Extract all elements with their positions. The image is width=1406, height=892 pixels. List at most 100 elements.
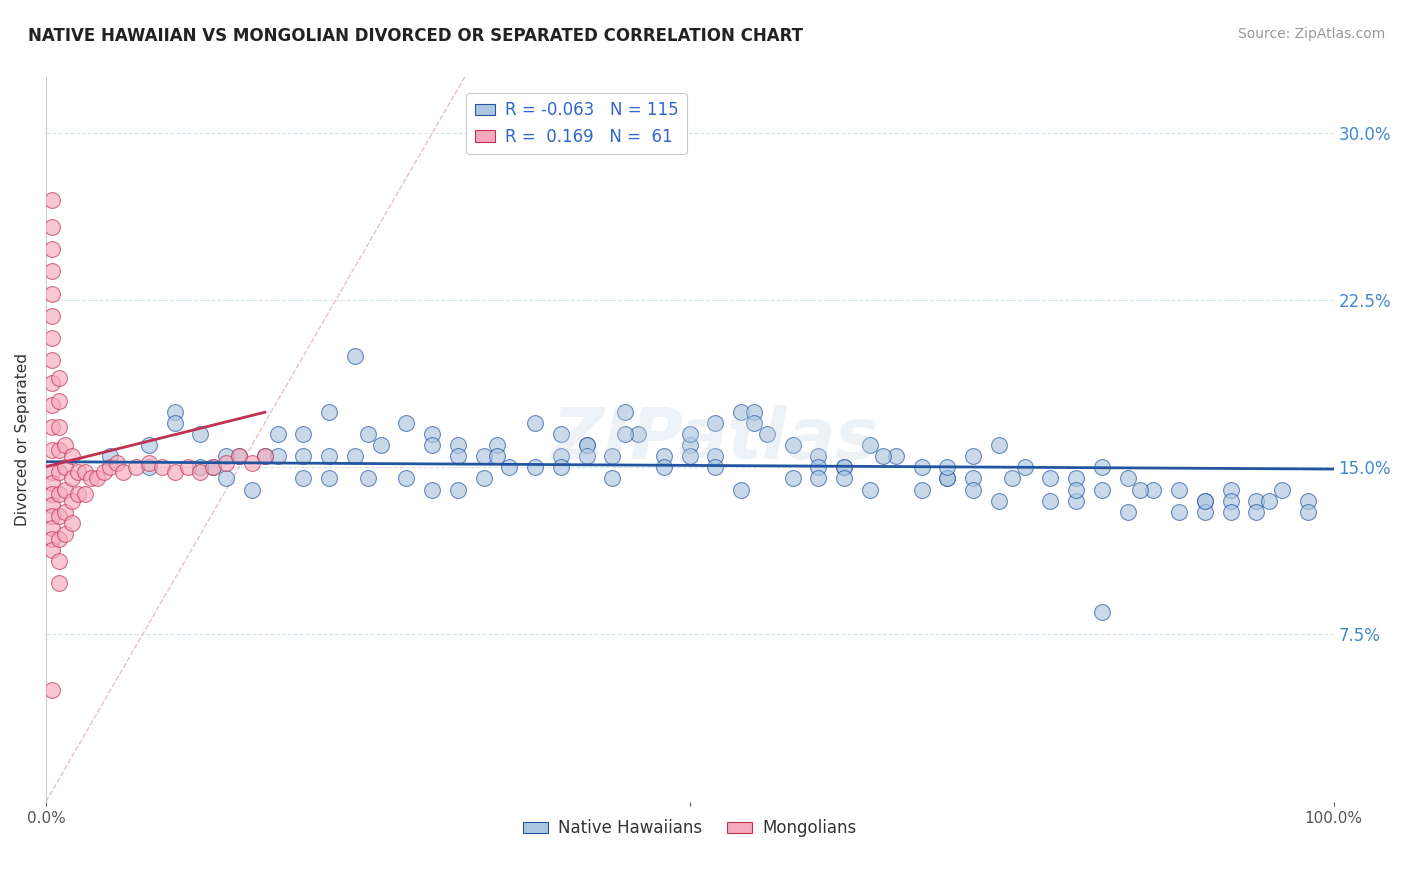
Point	[807, 449, 830, 463]
Point	[292, 426, 315, 441]
Point	[41, 331, 63, 345]
Point	[679, 438, 702, 452]
Point	[53, 505, 76, 519]
Point	[53, 527, 76, 541]
Point	[730, 404, 752, 418]
Point	[1014, 460, 1036, 475]
Point	[1168, 505, 1191, 519]
Point	[267, 449, 290, 463]
Point	[73, 487, 96, 501]
Text: Source: ZipAtlas.com: Source: ZipAtlas.com	[1237, 27, 1385, 41]
Point	[962, 483, 984, 497]
Point	[652, 460, 675, 475]
Point	[357, 426, 380, 441]
Point	[1129, 483, 1152, 497]
Point	[472, 471, 495, 485]
Point	[176, 460, 198, 475]
Point	[524, 460, 547, 475]
Point	[41, 242, 63, 256]
Point	[782, 438, 804, 452]
Point	[872, 449, 894, 463]
Point	[292, 449, 315, 463]
Point	[1219, 505, 1241, 519]
Point	[125, 460, 148, 475]
Point	[86, 471, 108, 485]
Point	[1296, 493, 1319, 508]
Point	[1116, 505, 1139, 519]
Point	[704, 460, 727, 475]
Point	[962, 471, 984, 485]
Point	[357, 471, 380, 485]
Point	[93, 465, 115, 479]
Point	[485, 449, 508, 463]
Point	[41, 442, 63, 457]
Point	[41, 487, 63, 501]
Point	[343, 449, 366, 463]
Point	[1064, 493, 1087, 508]
Point	[1246, 505, 1268, 519]
Text: ZIPatlas: ZIPatlas	[551, 405, 879, 474]
Point	[190, 460, 212, 475]
Point	[48, 576, 70, 591]
Point	[704, 416, 727, 430]
Point	[41, 420, 63, 434]
Point	[41, 509, 63, 524]
Point	[1219, 483, 1241, 497]
Point	[318, 404, 340, 418]
Point	[602, 449, 624, 463]
Point	[41, 193, 63, 207]
Point	[614, 404, 637, 418]
Point	[292, 471, 315, 485]
Point	[53, 438, 76, 452]
Point	[190, 465, 212, 479]
Point	[1194, 505, 1216, 519]
Point	[215, 456, 238, 470]
Point	[60, 516, 83, 530]
Point	[1194, 493, 1216, 508]
Point	[105, 456, 128, 470]
Y-axis label: Divorced or Separated: Divorced or Separated	[15, 353, 30, 526]
Point	[80, 471, 103, 485]
Legend: Native Hawaiians, Mongolians: Native Hawaiians, Mongolians	[516, 813, 863, 844]
Point	[420, 483, 443, 497]
Point	[756, 426, 779, 441]
Point	[138, 456, 160, 470]
Point	[1258, 493, 1281, 508]
Point	[48, 487, 70, 501]
Point	[343, 349, 366, 363]
Point	[420, 426, 443, 441]
Point	[910, 460, 932, 475]
Point	[150, 460, 173, 475]
Point	[832, 471, 855, 485]
Point	[447, 449, 470, 463]
Point	[807, 460, 830, 475]
Point	[228, 449, 250, 463]
Point	[936, 471, 959, 485]
Point	[41, 542, 63, 557]
Point	[41, 532, 63, 546]
Point	[575, 438, 598, 452]
Point	[41, 309, 63, 323]
Point	[48, 371, 70, 385]
Point	[67, 487, 90, 501]
Point	[679, 449, 702, 463]
Point	[163, 404, 186, 418]
Point	[318, 449, 340, 463]
Point	[420, 438, 443, 452]
Point	[48, 465, 70, 479]
Point	[253, 449, 276, 463]
Point	[987, 438, 1010, 452]
Point	[962, 449, 984, 463]
Point	[1064, 471, 1087, 485]
Point	[550, 426, 572, 441]
Point	[485, 438, 508, 452]
Point	[1116, 471, 1139, 485]
Point	[318, 471, 340, 485]
Point	[370, 438, 392, 452]
Point	[190, 426, 212, 441]
Point	[240, 483, 263, 497]
Point	[41, 219, 63, 234]
Point	[832, 460, 855, 475]
Point	[215, 471, 238, 485]
Point	[48, 532, 70, 546]
